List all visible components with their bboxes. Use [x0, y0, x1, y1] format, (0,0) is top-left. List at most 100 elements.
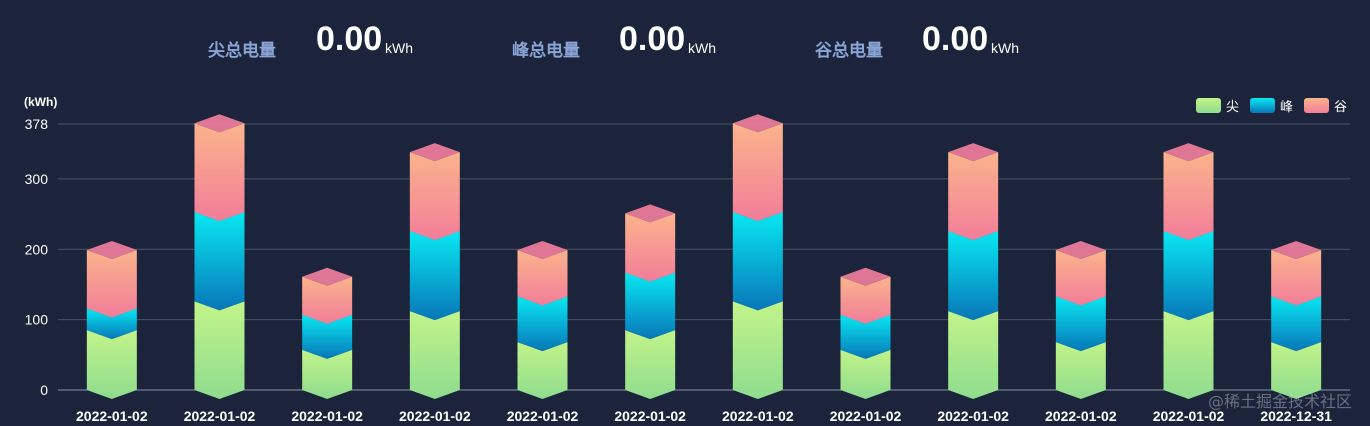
- bar-stack: [948, 143, 999, 399]
- bar-segment: [194, 123, 245, 221]
- x-tick-label: 2022-12-31: [1260, 408, 1332, 424]
- bar-segment: [948, 152, 999, 240]
- bar-segment: [86, 308, 137, 340]
- x-tick-label: 2022-01-02: [614, 408, 686, 424]
- legend-swatch: [1250, 98, 1275, 113]
- bar-segment: [409, 311, 460, 399]
- bar-segment: [840, 314, 891, 359]
- bar-segment: [1163, 230, 1214, 321]
- bar-segment: [86, 330, 137, 399]
- bar-cap: [732, 114, 783, 133]
- bar-segment: [517, 342, 568, 399]
- bar-segment: [194, 301, 245, 399]
- bar-cap: [517, 240, 568, 259]
- x-tick-label: 2022-01-02: [1045, 408, 1117, 424]
- x-tick-label: 2022-01-02: [76, 408, 148, 424]
- bar-segment: [948, 230, 999, 321]
- bar-segment: [302, 349, 353, 399]
- bar-segment: [625, 330, 676, 399]
- legend-item: 峰: [1250, 98, 1293, 114]
- x-tick-label: 2022-01-02: [1153, 408, 1225, 424]
- bar-segment: [302, 314, 353, 359]
- bar-cap: [86, 240, 137, 259]
- watermark: @稀土掘金技术社区: [1207, 392, 1352, 411]
- legend-swatch: [1304, 98, 1329, 113]
- feng-total-unit: kWh: [688, 40, 716, 56]
- bar-cap: [1163, 143, 1214, 162]
- bar-segment: [840, 276, 891, 324]
- legend[interactable]: 尖峰谷: [1196, 98, 1347, 114]
- bar-cap: [194, 114, 245, 133]
- bar-cap: [625, 204, 676, 223]
- bar-segment: [625, 272, 676, 340]
- bar-stack: [625, 204, 676, 399]
- bar-segment: [1271, 342, 1322, 399]
- y-tick-label: 378: [25, 116, 49, 132]
- y-tick-label: 0: [40, 382, 48, 398]
- y-tick-label: 100: [25, 312, 49, 328]
- bar-cap: [1055, 240, 1106, 259]
- bar-cap: [1271, 240, 1322, 259]
- bar-segment: [732, 301, 783, 399]
- bar-stack: [840, 267, 891, 399]
- bar-stack: [409, 143, 460, 399]
- bar-segment: [517, 249, 568, 306]
- bar-segment: [1055, 249, 1106, 306]
- jian-total-label: 尖总电量: [208, 41, 276, 61]
- bar-segment: [1055, 342, 1106, 399]
- legend-item: 尖: [1196, 98, 1239, 114]
- bar-segment: [194, 211, 245, 311]
- legend-item: 谷: [1304, 98, 1347, 114]
- x-tick-label: 2022-01-02: [184, 408, 256, 424]
- bar-segment: [1271, 249, 1322, 306]
- bar-stack: [1055, 240, 1106, 399]
- x-tick-label: 2022-01-02: [399, 408, 471, 424]
- y-tick-label: 200: [25, 241, 49, 257]
- bar-segment: [732, 123, 783, 221]
- bar-cap: [302, 267, 353, 286]
- bar-segment: [732, 211, 783, 311]
- jian-total-value: 0.00: [316, 20, 383, 58]
- bar-segment: [1163, 311, 1214, 399]
- gu-total-unit: kWh: [991, 40, 1019, 56]
- gu-total-label: 谷总电量: [815, 41, 883, 61]
- legend-swatch: [1196, 98, 1221, 113]
- bar-stack: [517, 240, 568, 399]
- x-tick-label: 2022-01-02: [507, 408, 579, 424]
- bar-stack: [194, 114, 245, 399]
- bar-segment: [409, 230, 460, 321]
- y-axis-label: (kWh): [24, 95, 57, 109]
- bar-segment: [86, 249, 137, 318]
- bar-segment: [1055, 296, 1106, 352]
- bar-cap: [840, 267, 891, 286]
- bar-segment: [409, 152, 460, 240]
- x-tick-label: 2022-01-02: [722, 408, 794, 424]
- bar-segment: [1163, 152, 1214, 240]
- x-tick-label: 2022-01-02: [937, 408, 1009, 424]
- x-tick-label: 2022-01-02: [291, 408, 363, 424]
- bar-stack: [302, 267, 353, 399]
- legend-label: 谷: [1334, 99, 1347, 114]
- bar-cap: [948, 143, 999, 162]
- legend-label: 峰: [1280, 99, 1293, 114]
- legend-label: 尖: [1226, 99, 1239, 114]
- bar-segment: [840, 349, 891, 399]
- bar-stack: [1271, 240, 1322, 399]
- bar-stack: [86, 240, 137, 399]
- y-tick-label: 300: [25, 171, 49, 187]
- x-tick-label: 2022-01-02: [830, 408, 902, 424]
- bar-stack: [1163, 143, 1214, 399]
- feng-total-label: 峰总电量: [512, 41, 580, 61]
- bar-stack: [732, 114, 783, 399]
- bar-segment: [948, 311, 999, 399]
- bar-cap: [409, 143, 460, 162]
- gu-total-value: 0.00: [922, 20, 989, 58]
- grid-layer: [58, 123, 1350, 391]
- bar-segment: [302, 276, 353, 324]
- jian-total-unit: kWh: [385, 40, 413, 56]
- axis-layer: 0 100 200 300 378 (kWh) 2022-01-02 2022-01-02 20…: [24, 95, 1332, 424]
- bars-layer: [86, 114, 1322, 399]
- bar-segment: [517, 296, 568, 352]
